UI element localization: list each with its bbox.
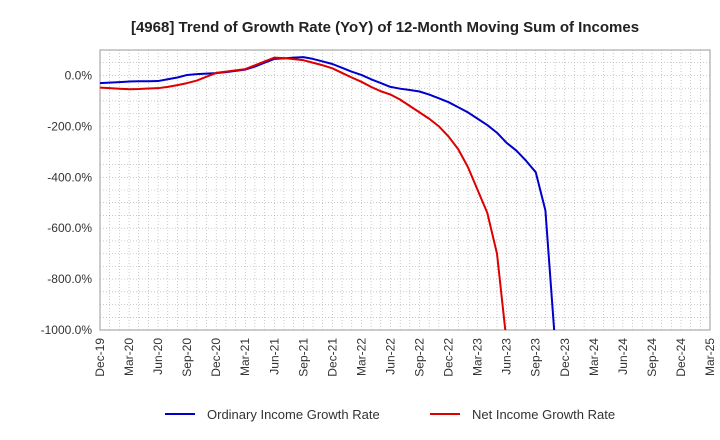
plot-area — [99, 49, 711, 331]
x-tick-label: Mar-24 — [587, 338, 601, 376]
x-tick-label: Dec-21 — [325, 338, 339, 377]
x-tick-label: Sep-21 — [296, 338, 310, 377]
chart-title: [4968] Trend of Growth Rate (YoY) of 12-… — [131, 19, 639, 36]
y-tick-label: -400.0% — [47, 170, 92, 184]
y-tick-label: 0.0% — [65, 68, 93, 82]
x-tick-label: Dec-19 — [93, 338, 107, 377]
legend-label: Net Income Growth Rate — [472, 407, 615, 422]
x-tick-label: Mar-25 — [703, 338, 717, 376]
y-tick-label: -1000.0% — [41, 323, 93, 337]
x-tick-label: Mar-21 — [238, 338, 252, 376]
x-tick-label: Dec-23 — [558, 338, 572, 377]
legend-label: Ordinary Income Growth Rate — [207, 407, 380, 422]
x-tick-label: Mar-20 — [122, 338, 136, 376]
x-tick-label: Jun-20 — [151, 338, 165, 375]
series-line-2 — [100, 56, 507, 330]
x-tick-label: Mar-23 — [471, 338, 485, 376]
x-tick-label: Sep-24 — [645, 338, 659, 377]
y-tick-label: -800.0% — [47, 272, 92, 286]
x-tick-label: Dec-24 — [674, 338, 688, 377]
series-line-1 — [100, 56, 556, 330]
x-tick-label: Mar-22 — [354, 338, 368, 376]
x-tick-label: Jun-22 — [383, 338, 397, 375]
x-tick-label: Dec-20 — [209, 338, 223, 377]
x-tick-label: Jun-21 — [267, 338, 281, 375]
y-tick-label: -600.0% — [47, 221, 92, 235]
x-tick-label: Sep-20 — [180, 338, 194, 377]
x-tick-label: Dec-22 — [442, 338, 456, 377]
y-tick-label: -200.0% — [47, 119, 92, 133]
x-tick-label: Jun-24 — [616, 338, 630, 375]
x-tick-label: Sep-22 — [413, 338, 427, 377]
x-tick-label: Sep-23 — [529, 338, 543, 377]
x-tick-label: Jun-23 — [500, 338, 514, 375]
